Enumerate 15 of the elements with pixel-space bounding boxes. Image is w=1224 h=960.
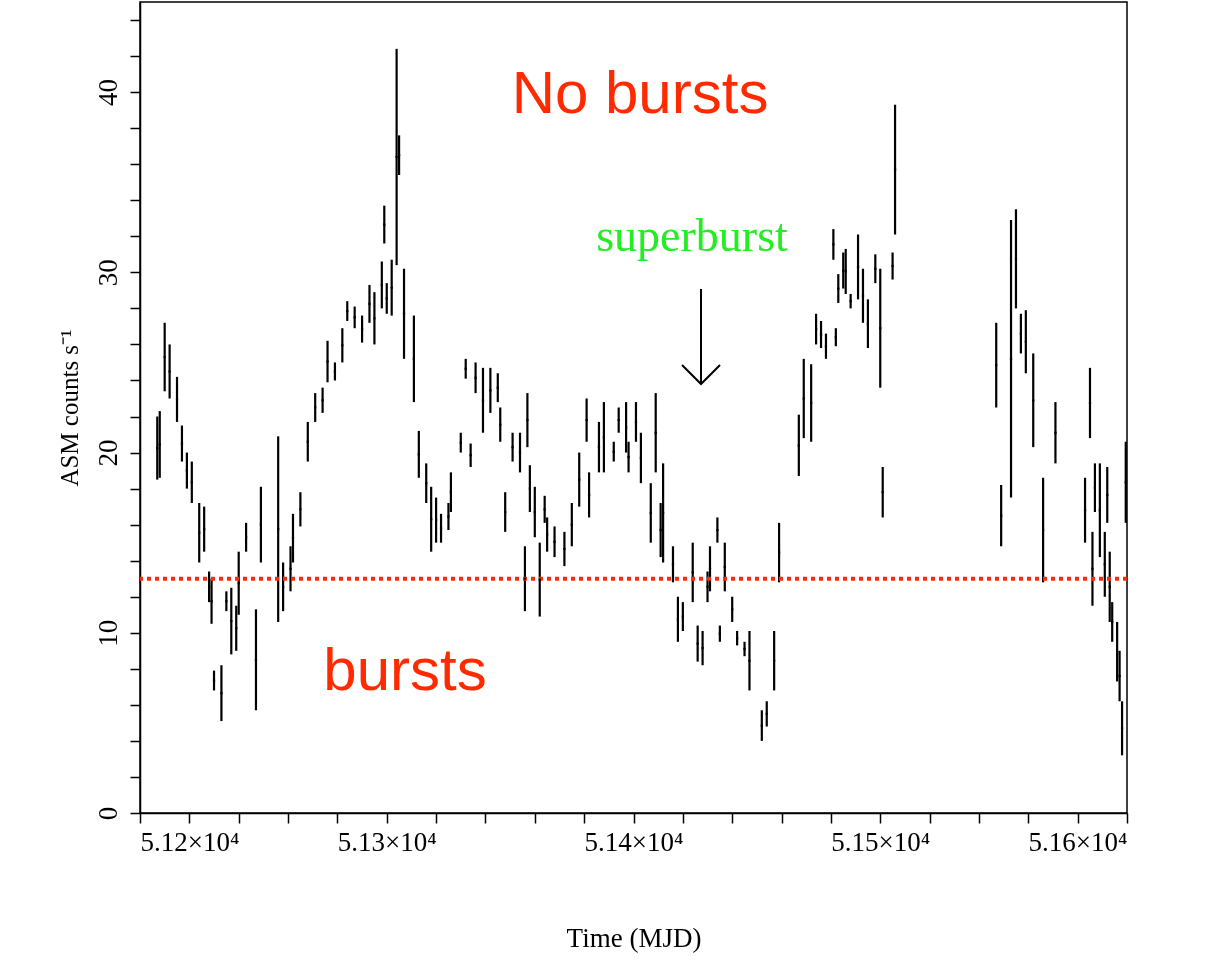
y-tick-label: 30 (92, 259, 123, 287)
y-tick-label: 40 (92, 79, 123, 107)
x-axis-title: Time (MJD) (566, 922, 702, 953)
annotation: No bursts (511, 59, 769, 126)
y-tick-label: 0 (92, 806, 123, 821)
y-tick-label: 20 (92, 439, 123, 467)
x-tick-label: 5.14×10⁴ (584, 826, 684, 857)
y-axis-title: ASM counts s⁻¹ (55, 329, 83, 487)
y-tick-label: 10 (92, 619, 123, 647)
x-tick-label: 5.13×10⁴ (337, 826, 437, 857)
annotation: bursts (323, 636, 487, 703)
x-tick-label: 5.15×10⁴ (831, 826, 931, 857)
x-tick-label: 5.16×10⁴ (1028, 826, 1128, 857)
x-tick-label: 5.12×10⁴ (140, 826, 240, 857)
annotation: superburst (596, 210, 789, 261)
